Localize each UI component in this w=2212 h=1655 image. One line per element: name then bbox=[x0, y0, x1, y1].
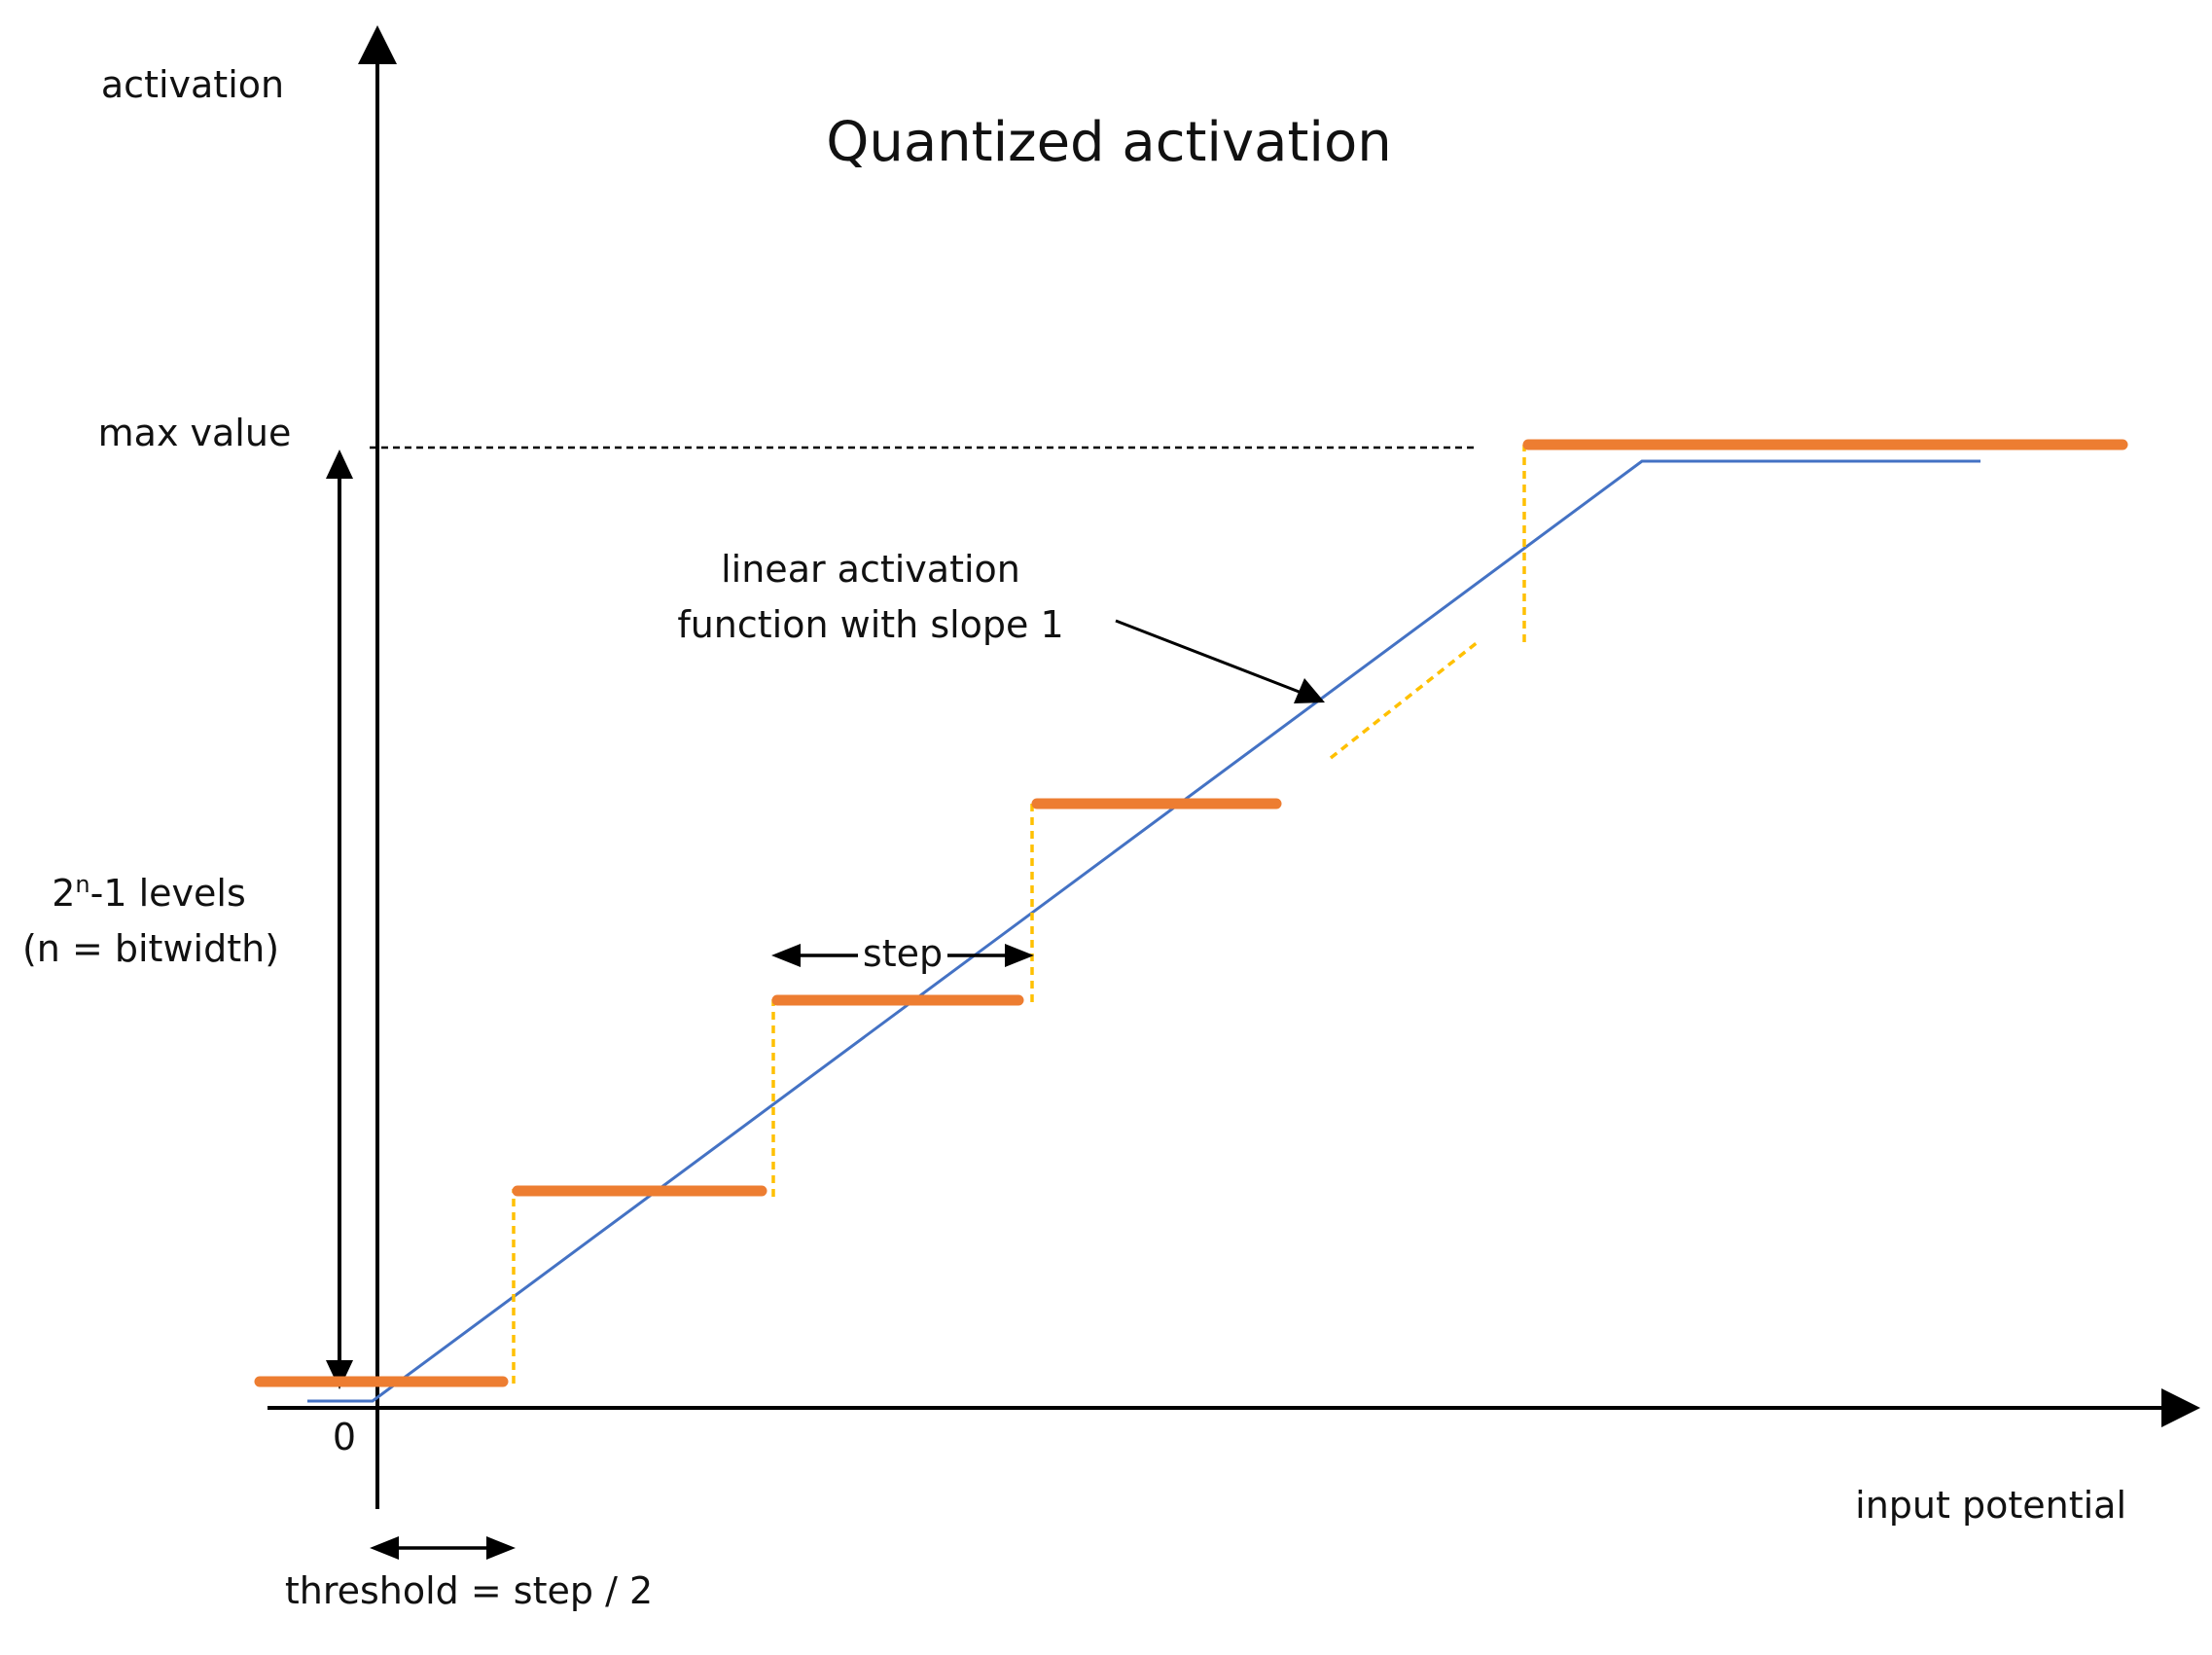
transition-lines bbox=[512, 445, 1526, 1384]
x-axis-label: input potential bbox=[1855, 1484, 2126, 1527]
levels-arrow-head-bottom bbox=[326, 1360, 353, 1389]
threshold-arrow-head-left bbox=[370, 1536, 399, 1560]
annotation-line1: linear activation bbox=[721, 548, 1020, 591]
bitwidth-label: (n = bitwidth) bbox=[22, 927, 279, 970]
levels-label-base: 2 bbox=[52, 872, 75, 915]
linear-activation-line bbox=[307, 459, 1980, 1403]
origin-label: 0 bbox=[333, 1416, 356, 1458]
step-label: step bbox=[863, 932, 943, 975]
step-label-background bbox=[858, 929, 947, 974]
levels-arrow-head-top bbox=[326, 450, 353, 479]
levels-label: 2n-1 levels bbox=[52, 871, 246, 915]
annotation-pointer-head bbox=[1294, 678, 1325, 703]
quantized-levels bbox=[254, 439, 2128, 1387]
levels-label-superscript: n bbox=[75, 871, 89, 898]
levels-label-rest: -1 levels bbox=[90, 872, 246, 915]
threshold-arrow-head-right bbox=[486, 1536, 516, 1560]
y-axis-label: activation bbox=[101, 63, 284, 106]
threshold-label: threshold = step / 2 bbox=[285, 1569, 653, 1612]
step-arrow-head-right bbox=[1005, 944, 1034, 967]
annotation-pointer-line bbox=[1115, 619, 1302, 695]
transition-gap-diagonal bbox=[1329, 640, 1480, 760]
max-value-label: max value bbox=[98, 412, 292, 454]
annotation-line2: function with slope 1 bbox=[677, 603, 1063, 646]
step-arrow-head-left bbox=[771, 944, 801, 967]
diagram-title: Quantized activation bbox=[826, 111, 1391, 174]
